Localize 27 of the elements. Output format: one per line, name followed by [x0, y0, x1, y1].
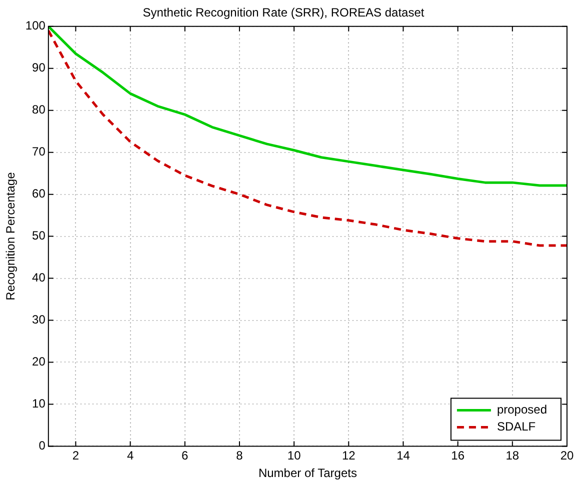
y-tick-label: 60 — [32, 186, 46, 201]
y-tick-label: 20 — [32, 354, 46, 369]
y-tick-label: 40 — [32, 270, 46, 285]
x-tick-label: 14 — [396, 448, 410, 463]
x-tick-label: 12 — [342, 448, 356, 463]
line-series — [48, 29, 567, 247]
x-tick-label: 2 — [72, 448, 80, 463]
x-tick-label: 16 — [451, 448, 465, 463]
x-tick-label: 4 — [126, 448, 134, 463]
y-tick-label: 10 — [32, 396, 46, 411]
x-tick-label: 6 — [182, 448, 189, 463]
y-tick-label: 90 — [32, 60, 46, 75]
y-tick-label: 30 — [32, 312, 46, 327]
y-tick-label: 70 — [32, 144, 46, 159]
y-tick-label: 100 — [25, 18, 46, 33]
x-tick-label: 18 — [506, 448, 520, 463]
x-tick-label: 8 — [236, 448, 244, 463]
y-tick-label: 50 — [32, 228, 46, 243]
x-tick-label: 20 — [560, 448, 574, 463]
legend-label: SDALF — [496, 420, 536, 434]
x-tick-label: 10 — [287, 448, 302, 463]
y-tick-label: 80 — [32, 102, 46, 117]
x-axis-title: Number of Targets — [258, 466, 357, 480]
y-tick-label: 0 — [38, 438, 46, 453]
legend-label: proposed — [496, 402, 548, 417]
y-axis-title: Recognition Percentage — [4, 172, 18, 300]
chart-title: Synthetic Recognition Rate (SRR), ROREAS dataset — [142, 6, 425, 20]
